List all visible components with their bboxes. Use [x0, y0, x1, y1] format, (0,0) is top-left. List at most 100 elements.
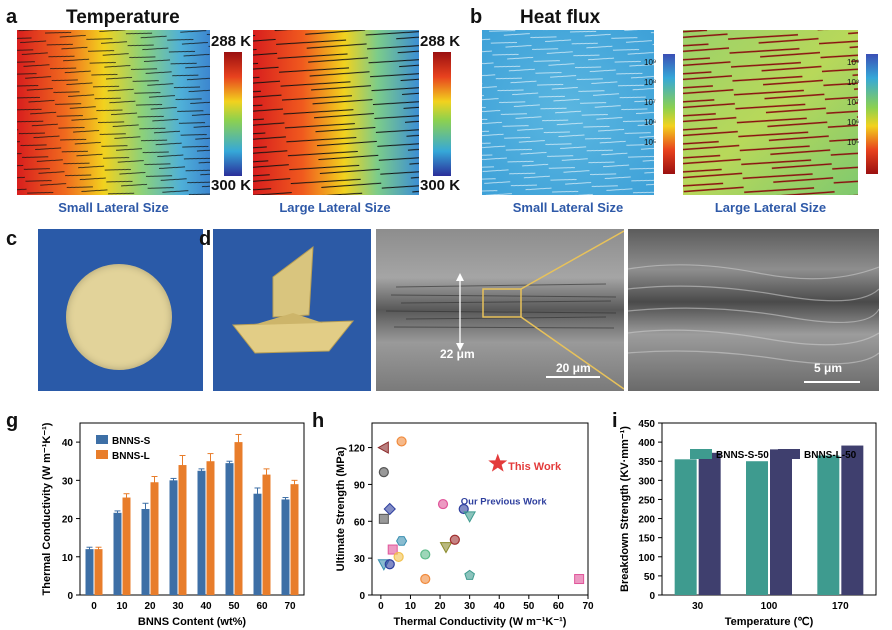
chart-h-point [396, 536, 408, 546]
chart-g-bar [225, 463, 234, 595]
chart-h-ytick-label: 120 [348, 444, 365, 455]
panel-a-caption-large: Large Lateral Size [279, 200, 391, 215]
heatflux-colorbar-tick: 10⁷ [847, 98, 859, 107]
chart-i-legend-label: BNNS-L-50 [804, 450, 857, 461]
chart-g-bar [122, 497, 131, 595]
chart-g-ytick-label: 0 [67, 591, 73, 602]
chart-i-bar [770, 449, 792, 595]
chart-g-xtick-label: 20 [144, 601, 156, 612]
chart-i-xtick-label: 100 [761, 601, 778, 612]
chart-h-xtick-label: 0 [378, 601, 384, 612]
chart-h-xtick-label: 10 [405, 601, 417, 612]
heatflux-ticks-2: 10⁹ 10⁸ 10⁷ 10⁶ 10⁵ [847, 58, 867, 178]
chart-h-point [574, 574, 585, 585]
sem-image-magnified: 5 μm [628, 229, 879, 391]
chart-i-breakdown-bars: 0 50 100 150 200 250 300 350 400 450 30 100 170 BNNS-… [619, 419, 877, 628]
heatflux-colorbar-tick: 10⁵ [847, 138, 860, 147]
chart-g-ylabel: Thermal Conductivity (W m⁻¹K⁻¹) [41, 422, 53, 595]
chart-g-bar [234, 442, 243, 595]
chart-g-legend-swatch [96, 450, 108, 459]
scale-top-label-1: 288 K [211, 33, 252, 50]
panel-letter-a: a [6, 6, 18, 28]
panel-letter-d: d [199, 228, 212, 250]
chart-g-bar [94, 549, 103, 595]
chart-g-xtick-label: 0 [91, 601, 97, 612]
temperature-colorbar-1 [224, 52, 242, 176]
chart-h-ytick-label: 60 [354, 517, 366, 528]
heatflux-colorbar-tick: 10⁷ [644, 98, 656, 107]
chart-g-xlabel: BNNS Content (wt%) [138, 616, 246, 628]
panel-b-title: Heat flux [520, 7, 601, 28]
chart-g-legend-label: BNNS-S [112, 436, 151, 447]
chart-h-point [378, 513, 389, 524]
chart-g-ytick-label: 30 [62, 476, 74, 487]
chart-g-xtick-label: 50 [228, 601, 240, 612]
chart-h-xtick-label: 60 [553, 601, 565, 612]
chart-g-bar [178, 465, 187, 595]
chart-h-point [439, 542, 453, 554]
chart-i-ytick-label: 50 [644, 572, 656, 583]
sem-magnified-graphics [628, 264, 879, 383]
chart-h-strength-scatter: 0 30 60 90 120 0 10 20 30 40 50 60 70 This Work Our Pr… [335, 422, 594, 628]
chart-g-bar [85, 549, 94, 595]
chart-g-xtick-label: 70 [284, 601, 296, 612]
panel-b-caption-large: Large Lateral Size [714, 200, 827, 215]
sem-image-cross-section: 22 μm 20 μm [376, 229, 624, 391]
scale-bar-label-e: 20 μm [556, 361, 591, 375]
panel-ab-sims [17, 30, 878, 195]
panel-letter-c: c [6, 228, 18, 250]
heatflux-colorbar-tick: 10⁸ [847, 78, 860, 87]
chart-h-ytick-label: 0 [359, 591, 365, 602]
chart-g-bar [169, 480, 178, 595]
chart-i-bar [841, 445, 864, 595]
chart-h-annotation: This Work [508, 461, 562, 473]
chart-h-point [420, 549, 431, 560]
photo-film-disc [38, 229, 203, 391]
chart-h-point [463, 511, 476, 523]
heatflux-colorbar-2 [866, 54, 878, 174]
chart-g-legend-swatch [96, 435, 108, 444]
chart-g-ytick-label: 10 [62, 553, 74, 564]
chart-i-legend-label: BNNS-S-50 [716, 450, 769, 461]
heatflux-colorbar-tick: 10⁶ [847, 118, 860, 127]
scale-bar-label-f: 5 μm [814, 361, 843, 375]
chart-h-point [437, 498, 449, 510]
chart-g-bar [141, 509, 150, 595]
chart-i-legend-swatch [778, 449, 800, 459]
chart-h-point [377, 441, 389, 454]
chart-h-ytick-label: 30 [354, 554, 366, 565]
chart-g-bar [281, 499, 290, 595]
chart-h-point [396, 436, 407, 447]
chart-i-xtick-label: 170 [832, 601, 849, 612]
chart-h-xtick-label: 70 [582, 601, 594, 612]
panel-a-caption-small: Small Lateral Size [58, 200, 169, 215]
chart-i-bar [698, 452, 721, 595]
chart-i-ytick-label: 350 [638, 457, 655, 468]
chart-g-xtick-label: 60 [256, 601, 268, 612]
chart-h-point [449, 534, 460, 545]
panel-letter-h: h [312, 410, 325, 432]
chart-g-legend-label: BNNS-L [112, 451, 150, 462]
chart-g-bar [150, 482, 159, 595]
chart-i-bar [674, 459, 697, 595]
chart-i-ytick-label: 150 [638, 534, 655, 545]
scale-bottom-label-1: 300 K [211, 177, 252, 194]
chart-h-xlabel: Thermal Conductivity (W m⁻¹K⁻¹) [394, 616, 567, 628]
heatflux-colorbar-tick: 10⁵ [644, 138, 657, 147]
photo-folded-boat [213, 229, 371, 391]
chart-i-ytick-label: 300 [638, 476, 655, 487]
chart-h-ytick-label: 90 [354, 480, 366, 491]
chart-i-ytick-label: 250 [638, 495, 655, 506]
heatflux-colorbar-tick: 10⁶ [644, 118, 657, 127]
chart-h-frame [371, 422, 589, 596]
chart-h-point [378, 467, 389, 478]
chart-h-xtick-label: 20 [434, 601, 446, 612]
panel-b-caption-small: Small Lateral Size [512, 200, 624, 215]
panel-letter-b: b [470, 6, 483, 28]
chart-g-frame [79, 422, 305, 596]
chart-g-bar [290, 484, 299, 595]
chart-g-xtick-label: 30 [172, 601, 184, 612]
chart-h-point [458, 503, 469, 515]
panel-letter-i: i [612, 410, 618, 432]
heatflux-ticks-1: 10⁹ 10⁸ 10⁷ 10⁶ 10⁵ [644, 58, 664, 178]
